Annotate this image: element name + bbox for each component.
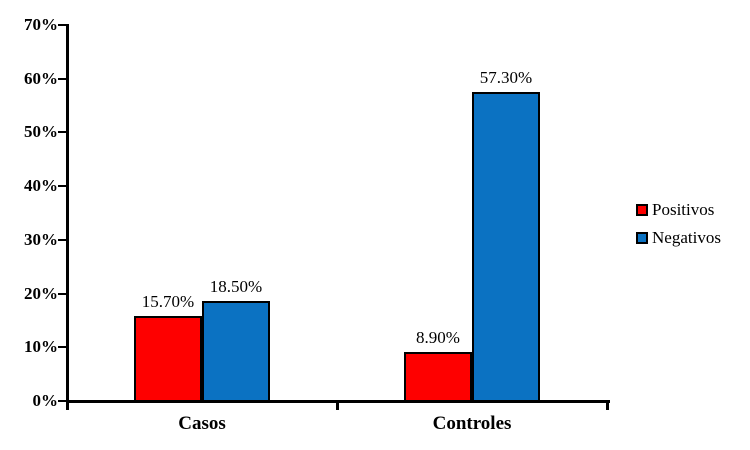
y-tick bbox=[58, 24, 66, 26]
bar-negativos-casos bbox=[202, 300, 270, 402]
x-tick bbox=[336, 403, 339, 410]
y-tick-label: 10% bbox=[24, 337, 58, 357]
y-axis-line bbox=[66, 24, 69, 403]
bar-value-label-positivos-controles: 8.90% bbox=[416, 328, 460, 348]
y-tick bbox=[58, 400, 66, 402]
y-tick-label: 20% bbox=[24, 283, 58, 303]
y-tick bbox=[58, 131, 66, 134]
bar-negativos-controles bbox=[472, 92, 540, 402]
x-category-label-controles: Controles bbox=[432, 413, 512, 434]
legend-label-positivos: Positivos bbox=[652, 200, 715, 219]
legend-label-negativos: Negativos bbox=[652, 228, 721, 247]
bar-positivos-casos bbox=[134, 315, 202, 402]
y-tick bbox=[58, 77, 66, 80]
y-tick-label: 30% bbox=[24, 229, 58, 249]
y-tick-label: 50% bbox=[24, 122, 58, 142]
x-tick bbox=[66, 403, 69, 410]
bar-value-label-positivos-casos: 15.70% bbox=[141, 291, 195, 311]
y-tick bbox=[58, 292, 66, 295]
y-tick-label: 60% bbox=[24, 68, 58, 88]
y-tick bbox=[58, 238, 66, 241]
x-tick bbox=[606, 403, 609, 410]
chart-legend: Positivos Negativos bbox=[636, 200, 721, 248]
bar-value-label-negativos-controles: 57.30% bbox=[479, 68, 533, 88]
y-tick-label: 40% bbox=[24, 176, 58, 196]
legend-swatch-negativos bbox=[636, 232, 648, 244]
bar-positivos-controles bbox=[404, 352, 472, 402]
y-tick bbox=[58, 346, 66, 349]
y-tick-label: 0% bbox=[32, 391, 59, 410]
legend-item-positivos: Positivos bbox=[636, 200, 721, 220]
legend-swatch-positivos bbox=[636, 204, 648, 216]
y-tick bbox=[58, 185, 66, 188]
y-tick-label: 70% bbox=[24, 15, 58, 34]
bar-value-label-negativos-casos: 18.50% bbox=[209, 276, 263, 296]
x-category-label-casos: Casos bbox=[178, 413, 226, 434]
legend-item-negativos: Negativos bbox=[636, 228, 721, 248]
x-axis-line bbox=[66, 400, 610, 403]
